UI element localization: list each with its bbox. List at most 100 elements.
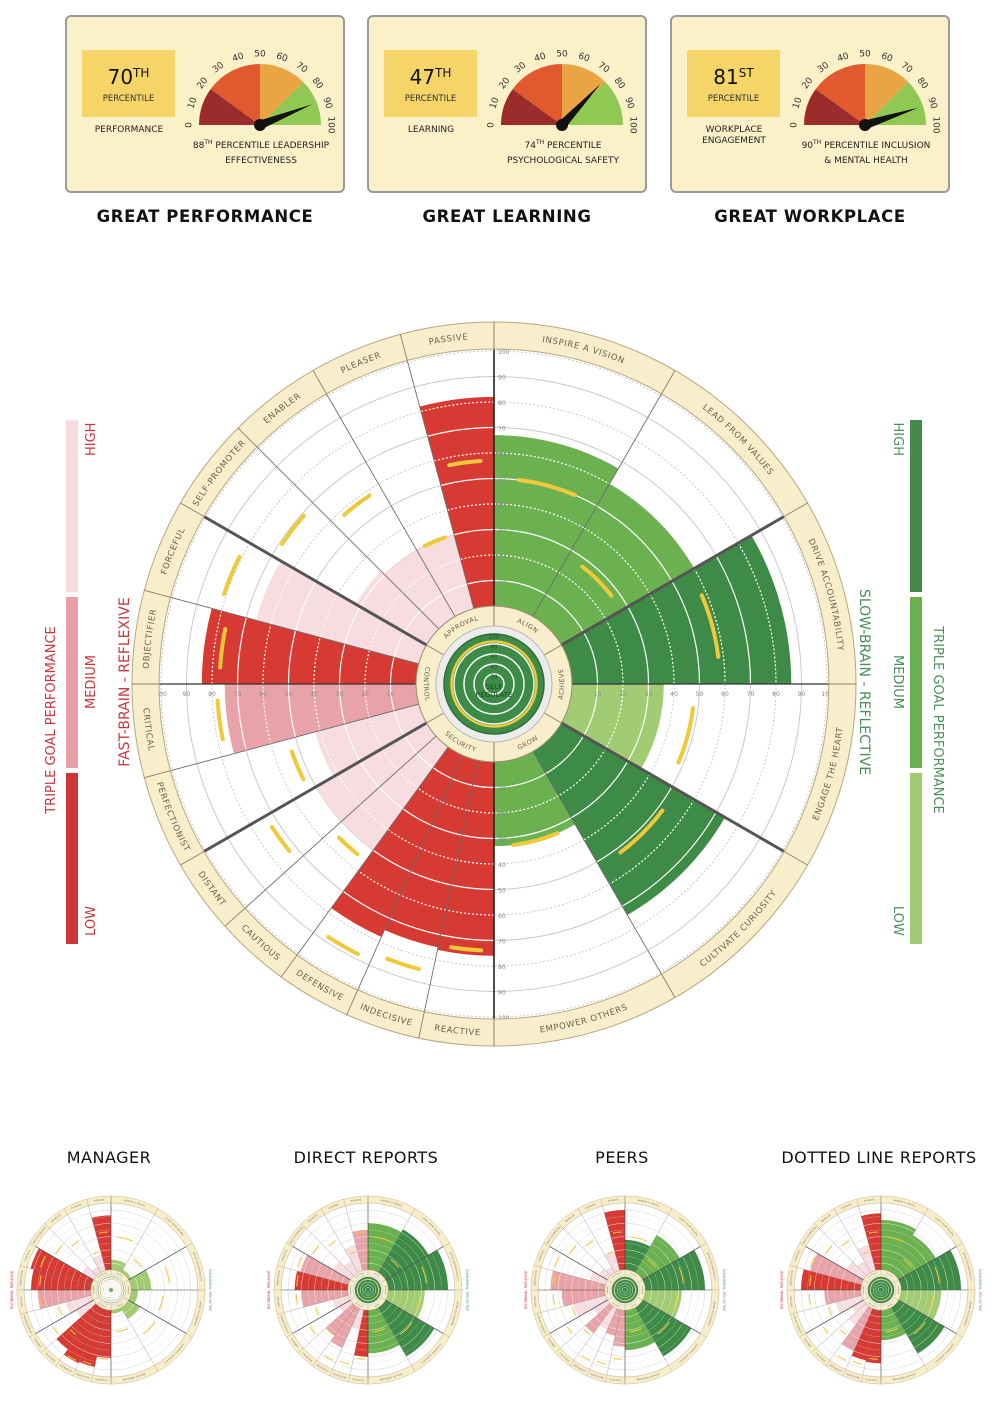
axis-tick-label: 50 (498, 888, 506, 895)
ring-divider (790, 1265, 797, 1268)
percentile-value: 70TH (107, 65, 150, 89)
benchmark-marker (39, 1275, 42, 1287)
axis-tick-label: 30 (336, 691, 344, 698)
inner-ring-divider (380, 1279, 386, 1283)
sector-label-text: GROW (374, 1303, 380, 1308)
segment-label-text: ENABLER (51, 1214, 62, 1224)
bar-lead-from-values (378, 1229, 429, 1280)
ring-divider (91, 1375, 94, 1383)
axis-tick-label: 80 (772, 691, 780, 698)
bar-inspire-a-vision (368, 1223, 402, 1273)
benchmark-marker (327, 1329, 333, 1335)
ring-divider (277, 1312, 284, 1315)
percentile-box: 81ST PERCENTILE (687, 50, 780, 117)
segment-divider (891, 1214, 925, 1273)
bar-empower-others (368, 1307, 400, 1354)
inner-ring-divider (863, 1297, 869, 1301)
bar-engage-the-heart (561, 684, 664, 769)
segment-label: PLEASER (71, 1203, 83, 1210)
segment-label: INDECISIVE (76, 1373, 91, 1380)
gauge-needle (258, 104, 313, 130)
bar-gridline (545, 735, 585, 775)
bar-gridline (401, 1232, 426, 1257)
bar-engage-the-heart (642, 1290, 682, 1319)
core-ring (622, 1287, 628, 1293)
segment-label: DISTANT (33, 1338, 42, 1349)
benchmark-marker (115, 1328, 129, 1333)
gauge-caption: 88TH PERCENTILE LEADERSHIP EFFECTIVENESS (192, 139, 330, 166)
axis-tick-label: 10 (498, 786, 506, 793)
ring-divider (956, 1242, 963, 1247)
core-label: REGULATE (476, 691, 513, 699)
segment-label: CRITICAL (276, 1296, 281, 1308)
segment-label-text: DEFENSIVE (59, 1364, 73, 1374)
bar-inspire-a-vision (625, 1239, 651, 1273)
bar-gridline (401, 1323, 426, 1348)
segment-divider (49, 1228, 97, 1276)
segment-divider (891, 1307, 925, 1366)
benchmark-marker (612, 1231, 623, 1234)
segment-label: CAUTIOUS (45, 1352, 57, 1363)
gauge-tick-label: 50 (859, 50, 871, 60)
benchmark-marker (312, 1245, 320, 1255)
inner-ring-divider (607, 1279, 613, 1283)
segment-label: CRITICAL (19, 1296, 24, 1308)
bar-gridline (907, 1316, 928, 1337)
ring-divider (29, 1242, 36, 1247)
bar-gridline (880, 1223, 915, 1233)
bar-gridline (927, 1263, 935, 1291)
inner-ring-divider (426, 644, 445, 656)
sector-label: GROW (887, 1303, 893, 1308)
ring-divider (72, 1369, 76, 1377)
segment-label: INSPIRE A VISION (637, 1199, 659, 1208)
ring-divider (668, 1365, 673, 1372)
bar-gridline (624, 1336, 652, 1344)
bar-gridline (558, 571, 607, 620)
segment-label-text: OBJECTIFIER (276, 1270, 281, 1286)
bar-gridline (649, 593, 675, 685)
segment-label: PLEASER (841, 1203, 853, 1210)
benchmark-marker (678, 1266, 684, 1284)
benchmark-marker (421, 1266, 427, 1284)
bar-gridline (654, 1237, 678, 1261)
ring-divider (144, 770, 171, 779)
benchmark-marker (337, 835, 360, 857)
segment-label-text: REACTIVE (609, 1378, 622, 1382)
core-ring (619, 1284, 631, 1296)
gauge-needle-hub (254, 119, 266, 131)
segment-label-text: INDECISIVE (590, 1373, 605, 1380)
segment-label-text: PLEASER (841, 1203, 853, 1210)
segment-label: REACTIVE (609, 1378, 622, 1382)
benchmark-marker (584, 1329, 590, 1335)
core-border (354, 1276, 382, 1304)
segment-label: PLEASER (328, 1203, 340, 1210)
segment-label-text: REACTIVE (865, 1378, 878, 1382)
segment-label: CRITICAL (533, 1296, 538, 1308)
ring-divider (543, 1242, 550, 1247)
ring-divider (280, 954, 298, 978)
segment-divider (332, 1308, 360, 1370)
bar-gridline (605, 683, 624, 749)
bar-distant (851, 1300, 866, 1313)
segment-label-text: DEFENSIVE (829, 1364, 843, 1374)
segment-label: PLEASER (585, 1203, 597, 1210)
axis-tick-label: 20 (361, 691, 369, 698)
ring-divider (799, 1333, 806, 1338)
bar-cultivate-curiosity (635, 1300, 692, 1357)
bar-perfectionist (332, 1295, 351, 1309)
gauge-zone (199, 89, 260, 125)
segment-label: PERFECTIONIST (22, 1315, 32, 1335)
bar-critical (37, 1290, 92, 1309)
axis-tick-label: 80 (498, 400, 506, 407)
percentile-value: 81ST (713, 65, 754, 89)
gauge-tick-label: 40 (533, 51, 547, 64)
segment-divider (563, 1228, 611, 1276)
benchmark-marker (324, 1355, 334, 1361)
benchmark-marker (809, 1275, 812, 1287)
segment-divider (121, 1307, 155, 1366)
slow-brain-label: SLOW-BRAIN - REFLECTIVE (465, 1269, 469, 1311)
bar-gridline (420, 401, 495, 413)
bar-gridline (447, 503, 495, 511)
